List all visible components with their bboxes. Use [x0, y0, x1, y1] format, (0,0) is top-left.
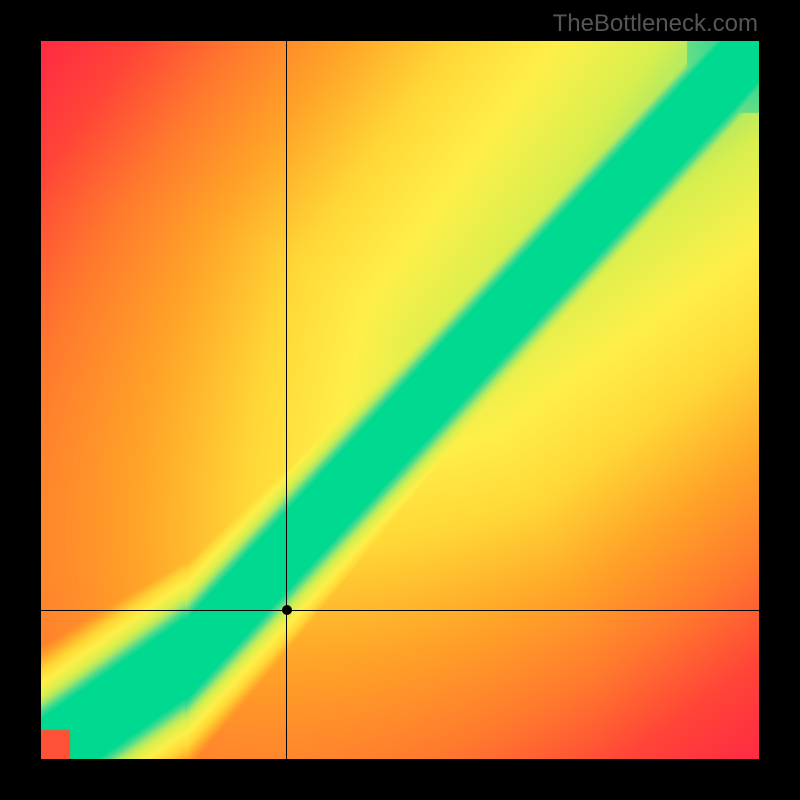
heatmap-plot [41, 41, 759, 759]
heatmap-canvas [41, 41, 759, 759]
marker-point [282, 605, 292, 615]
crosshair-vertical [286, 41, 287, 759]
crosshair-horizontal [41, 610, 759, 611]
watermark-text: TheBottleneck.com [553, 10, 758, 38]
